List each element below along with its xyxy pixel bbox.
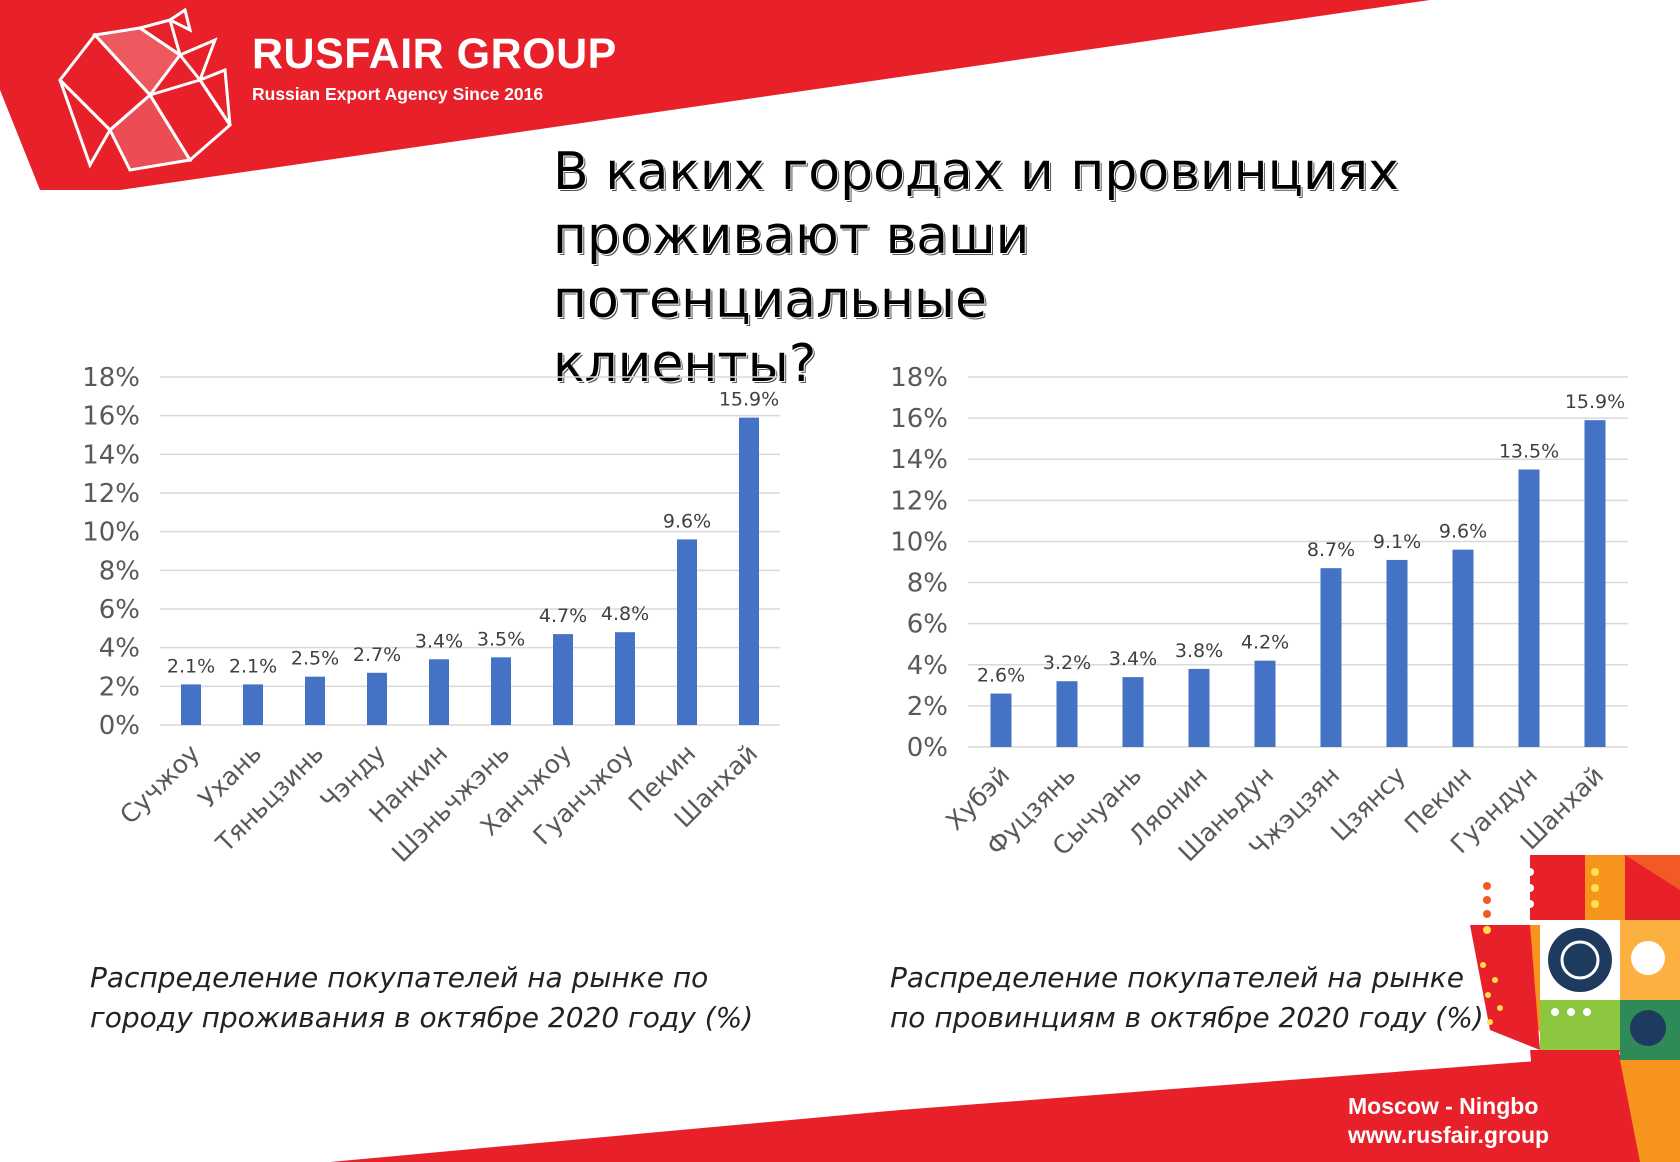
bottom-red-band — [330, 1050, 1680, 1162]
data-label: 3.8% — [1175, 640, 1223, 662]
colorful-rooster-art — [1470, 855, 1680, 1162]
bar — [1452, 549, 1474, 747]
brand-tagline: Russian Export Agency Since 2016 — [252, 84, 544, 104]
bar — [491, 657, 511, 725]
bar — [243, 684, 263, 725]
bar — [1188, 668, 1210, 747]
top-red-banner — [0, 0, 1430, 190]
y-tick-label: 16% — [890, 404, 948, 434]
bar — [553, 634, 573, 725]
y-tick-label: 12% — [82, 479, 140, 509]
footer-website[interactable]: www.rusfair.group — [1348, 1122, 1550, 1148]
y-tick-label: 16% — [82, 402, 140, 432]
data-label: 8.7% — [1307, 539, 1355, 561]
page-title: В каких городах и провинциях проживают в… — [553, 140, 1453, 396]
left-chart-caption: Распределение покупателей на рынке по го… — [90, 958, 753, 1038]
page-title-line-1: В каких городах и провинциях — [553, 142, 1399, 202]
y-tick-label: 10% — [82, 518, 140, 548]
right-caption-line-2: по провинциям в октябре 2020 году (%) — [890, 1001, 1484, 1034]
y-tick-label: 18% — [82, 363, 140, 393]
data-label: 2.5% — [291, 648, 339, 670]
y-tick-label: 14% — [890, 445, 948, 475]
rooster-logo — [58, 7, 232, 172]
bar — [181, 684, 201, 725]
left-caption-line-1: Распределение покупателей на рынке по — [90, 961, 709, 994]
data-label: 2.6% — [977, 665, 1025, 687]
bar — [1254, 660, 1276, 747]
bar — [990, 693, 1012, 747]
data-label: 3.2% — [1043, 652, 1091, 674]
bar — [1056, 681, 1078, 747]
data-label: 2.1% — [229, 655, 277, 677]
bar — [1584, 420, 1606, 747]
data-label: 15.9% — [1565, 391, 1625, 413]
data-label: 4.7% — [539, 605, 587, 627]
bar — [367, 672, 387, 725]
bar — [677, 539, 697, 725]
data-label: 3.5% — [477, 628, 525, 650]
y-tick-label: 6% — [99, 595, 140, 625]
data-label: 2.7% — [353, 644, 401, 666]
bar — [429, 659, 449, 725]
page-title-line-3: клиенты? — [553, 334, 817, 394]
data-label: 13.5% — [1499, 441, 1559, 463]
data-label: 15.9% — [719, 389, 779, 411]
y-tick-label: 0% — [99, 711, 140, 741]
y-tick-label: 4% — [907, 651, 948, 681]
province-distribution-chart: 0%2%4%6%8%10%12%14%16%18%2.6%Хубэй3.2%Фу… — [890, 363, 1628, 867]
city-distribution-chart: 0%2%4%6%8%10%12%14%16%18%2.1%Сучжоу2.1%У… — [82, 363, 780, 868]
data-label: 4.8% — [601, 603, 649, 625]
y-tick-label: 2% — [99, 672, 140, 702]
bar — [1518, 469, 1540, 747]
right-chart-caption: Распределение покупателей на рынке по пр… — [890, 958, 1484, 1038]
data-label: 9.6% — [1439, 521, 1487, 543]
category-label: Сучжоу — [114, 739, 205, 830]
bar — [305, 676, 325, 725]
bar — [1320, 568, 1342, 747]
data-label: 3.4% — [1109, 648, 1157, 670]
bar — [1122, 677, 1144, 747]
category-label: Цзянсу — [1325, 761, 1411, 847]
brand-name: RUSFAIR GROUP — [252, 30, 617, 78]
bar — [615, 632, 635, 725]
y-tick-label: 18% — [890, 363, 948, 393]
y-tick-label: 10% — [890, 527, 948, 557]
y-tick-label: 14% — [82, 440, 140, 470]
data-label: 2.1% — [167, 655, 215, 677]
y-tick-label: 2% — [907, 692, 948, 722]
bar — [1386, 559, 1408, 747]
y-tick-label: 4% — [99, 634, 140, 664]
bar — [739, 417, 759, 725]
left-caption-line-2: городу проживания в октябре 2020 году (%… — [90, 1001, 754, 1034]
y-tick-label: 6% — [907, 610, 948, 640]
footer-route: Moscow - Ningbo — [1348, 1093, 1539, 1119]
data-label: 3.4% — [415, 630, 463, 652]
data-label: 4.2% — [1241, 632, 1289, 654]
y-tick-label: 8% — [99, 556, 140, 586]
y-tick-label: 8% — [907, 569, 948, 599]
right-caption-line-1: Распределение покупателей на рынке — [890, 961, 1464, 994]
page-title-line-2: проживают ваши потенциальные — [553, 206, 1030, 330]
y-tick-label: 0% — [907, 733, 948, 763]
data-label: 9.1% — [1373, 531, 1421, 553]
data-label: 9.6% — [663, 510, 711, 532]
y-tick-label: 12% — [890, 486, 948, 516]
